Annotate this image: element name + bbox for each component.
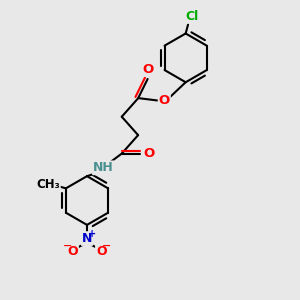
Text: NH: NH	[93, 161, 114, 174]
Text: −: −	[63, 241, 72, 251]
Text: O: O	[68, 244, 78, 258]
Text: +: +	[88, 230, 96, 239]
Text: −: −	[102, 241, 111, 251]
Text: Cl: Cl	[186, 10, 199, 23]
Text: O: O	[159, 94, 170, 107]
Text: O: O	[142, 63, 153, 76]
Text: O: O	[144, 147, 155, 160]
Text: N: N	[82, 232, 92, 245]
Text: O: O	[96, 244, 106, 258]
Text: CH₃: CH₃	[36, 178, 60, 191]
